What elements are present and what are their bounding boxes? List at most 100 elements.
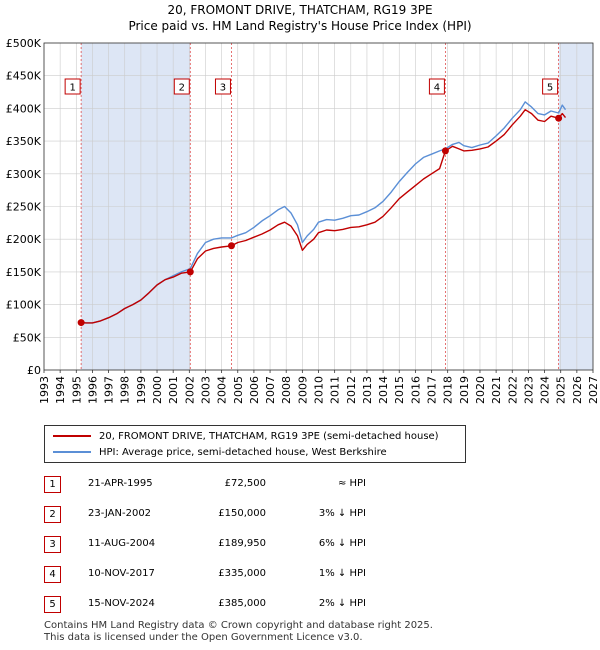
sale-point xyxy=(555,114,563,122)
x-tick-label: 2017 xyxy=(426,376,439,404)
y-tick-label: £100K xyxy=(6,299,42,312)
x-tick-label: 1996 xyxy=(86,376,99,404)
sale-date: 10-NOV-2017 xyxy=(88,568,155,579)
y-tick-label: £300K xyxy=(6,168,42,181)
sale-points xyxy=(77,114,563,327)
sale-label-number: 4 xyxy=(434,83,440,94)
series-line-price xyxy=(81,108,567,324)
sale-number: 1 xyxy=(44,476,61,493)
sale-label-number: 1 xyxy=(69,83,75,94)
sale-number: 2 xyxy=(44,506,61,523)
sale-vlines xyxy=(80,43,560,370)
sale-price: £335,000 xyxy=(218,568,266,579)
x-tick-label: 2011 xyxy=(329,376,342,404)
x-tick-label: 2005 xyxy=(232,376,245,404)
x-tick-label: 2016 xyxy=(409,376,422,404)
legend-swatch-price xyxy=(53,435,91,437)
sale-row: 5 15-NOV-2024 £385,000 2% ↓ HPI xyxy=(44,596,584,614)
sale-row: 1 21-APR-1995 £72,500 ≈ HPI xyxy=(44,476,584,494)
sale-hpi: 3% ↓ HPI xyxy=(318,508,366,519)
sale-hpi: 1% ↓ HPI xyxy=(318,568,366,579)
x-tick-label: 2004 xyxy=(216,376,229,404)
sale-hpi: ≈ HPI xyxy=(337,478,366,489)
footer-copyright: Contains HM Land Registry data © Crown c… xyxy=(44,620,433,631)
sale-price: £385,000 xyxy=(218,598,266,609)
x-tick-label: 2010 xyxy=(313,376,326,404)
legend-item-price: 20, FROMONT DRIVE, THATCHAM, RG19 3PE (s… xyxy=(53,429,439,443)
sale-row: 4 10-NOV-2017 £335,000 1% ↓ HPI xyxy=(44,566,584,584)
sale-number: 3 xyxy=(44,536,61,553)
y-tick-label: £200K xyxy=(6,233,42,246)
sale-date: 21-APR-1995 xyxy=(88,478,153,489)
x-tick-label: 1995 xyxy=(70,376,83,404)
sale-date: 15-NOV-2024 xyxy=(88,598,155,609)
x-tick-label: 1994 xyxy=(54,376,67,404)
sale-label-box xyxy=(428,78,445,95)
y-tick-label: £250K xyxy=(6,201,42,214)
x-tick-label: 1999 xyxy=(135,376,148,404)
x-tick-label: 2008 xyxy=(280,376,293,404)
sale-label-number: 5 xyxy=(547,83,553,94)
x-tick-label: 2027 xyxy=(587,376,600,404)
axes: £0 £50K £100K £150K £200K £250K £300K £350K £400… xyxy=(6,37,600,404)
sale-hpi: 2% ↓ HPI xyxy=(318,598,366,609)
y-tick-label: £0 xyxy=(27,364,41,377)
sale-price: £72,500 xyxy=(224,478,266,489)
legend-label-price: 20, FROMONT DRIVE, THATCHAM, RG19 3PE (s… xyxy=(99,430,439,442)
x-tick-label: 2009 xyxy=(296,376,309,404)
legend-item-hpi: HPI: Average price, semi-detached house,… xyxy=(53,445,387,459)
sale-number: 4 xyxy=(44,566,61,583)
x-tick-label: 2022 xyxy=(506,376,519,404)
y-tick-label: £350K xyxy=(6,135,42,148)
sale-number: 5 xyxy=(44,596,61,613)
x-tick-label: 2021 xyxy=(490,376,503,404)
sale-label-number: 2 xyxy=(179,83,185,94)
sale-label-box xyxy=(214,78,231,95)
y-tick-label: £150K xyxy=(6,266,42,279)
x-tick-label: 1993 xyxy=(38,376,51,404)
x-tick-label: 2020 xyxy=(474,376,487,404)
x-tick-label: 2026 xyxy=(571,376,584,404)
x-tick-label: 2025 xyxy=(555,376,568,404)
sale-label-box xyxy=(173,78,190,95)
legend-swatch-hpi xyxy=(53,451,91,453)
sale-label-box xyxy=(64,78,81,95)
legend-label-hpi: HPI: Average price, semi-detached house,… xyxy=(99,446,387,458)
legend: 20, FROMONT DRIVE, THATCHAM, RG19 3PE (s… xyxy=(44,425,466,463)
x-tick-label: 2012 xyxy=(345,376,358,404)
sale-point xyxy=(441,147,449,155)
x-tick-label: 2018 xyxy=(442,376,455,404)
x-tick-label: 2013 xyxy=(361,376,374,404)
sale-point xyxy=(227,242,235,250)
sale-point xyxy=(186,268,194,276)
chart-subtitle: Price paid vs. HM Land Registry's House … xyxy=(128,19,472,33)
sale-row: 2 23-JAN-2002 £150,000 3% ↓ HPI xyxy=(44,506,584,524)
sale-date: 11-AUG-2004 xyxy=(88,538,156,549)
sale-hpi: 6% ↓ HPI xyxy=(318,538,366,549)
x-tick-label: 2015 xyxy=(393,376,406,404)
footer: Contains HM Land Registry data © Crown c… xyxy=(44,620,433,644)
x-tick-label: 2019 xyxy=(458,376,471,404)
x-tick-label: 1997 xyxy=(103,376,116,404)
price-chart: 1 2 3 4 5 £0 £50K £100K £150K £200K £250K £300K £35… xyxy=(6,37,600,404)
sale-row: 3 11-AUG-2004 £189,950 6% ↓ HPI xyxy=(44,536,584,554)
y-tick-label: £450K xyxy=(6,70,42,83)
x-tick-label: 2023 xyxy=(522,376,535,404)
sale-point xyxy=(77,319,85,327)
sale-price: £150,000 xyxy=(218,508,266,519)
chart-title: 20, FROMONT DRIVE, THATCHAM, RG19 3PE xyxy=(167,3,433,17)
x-tick-label: 2007 xyxy=(264,376,277,404)
sale-label-number: 3 xyxy=(220,83,226,94)
x-tick-label: 2000 xyxy=(151,376,164,404)
x-tick-label: 2006 xyxy=(248,376,261,404)
x-tick-label: 2002 xyxy=(183,376,196,404)
sale-price: £189,950 xyxy=(218,538,266,549)
y-tick-label: £400K xyxy=(6,102,42,115)
x-tick-label: 2014 xyxy=(377,376,390,404)
x-tick-label: 2024 xyxy=(539,376,552,404)
series-lines xyxy=(81,101,567,324)
x-tick-label: 1998 xyxy=(119,376,132,404)
sale-labels: 1 2 3 4 5 xyxy=(64,78,559,95)
sale-label-box xyxy=(542,78,559,95)
footer-license: This data is licensed under the Open Gov… xyxy=(44,632,363,643)
